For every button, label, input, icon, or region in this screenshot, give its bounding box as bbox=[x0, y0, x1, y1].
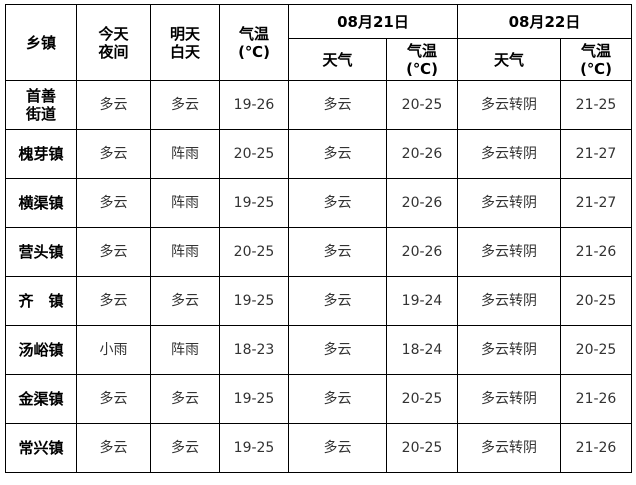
d2-temp-cell: 21-27 bbox=[560, 129, 632, 179]
header-day1-temp: 气温 (℃) bbox=[386, 38, 458, 81]
tonight-cell: 多云 bbox=[76, 374, 151, 424]
tonight-cell: 小雨 bbox=[76, 325, 151, 375]
d1-temp-cell: 19-24 bbox=[386, 276, 458, 326]
table-row: 金渠镇 多云 多云 19-25 多云 20-25 多云转阴 21-26 bbox=[5, 374, 632, 424]
d2-temp-cell: 21-27 bbox=[560, 178, 632, 228]
table-row: 横渠镇 多云 阵雨 19-25 多云 20-26 多云转阴 21-27 bbox=[5, 178, 632, 228]
tomorrow-cell: 多云 bbox=[150, 276, 220, 326]
tomorrow-cell: 多云 bbox=[150, 80, 220, 130]
d1-temp-cell: 20-26 bbox=[386, 227, 458, 277]
d2-weather-cell: 多云转阴 bbox=[457, 129, 561, 179]
d1-weather-cell: 多云 bbox=[288, 276, 387, 326]
d1-temp-cell: 18-24 bbox=[386, 325, 458, 375]
header-town: 乡镇 bbox=[5, 4, 77, 81]
d2-weather-cell: 多云转阴 bbox=[457, 80, 561, 130]
temp-cell: 18-23 bbox=[219, 325, 289, 375]
d2-temp-cell: 20-25 bbox=[560, 276, 632, 326]
table-row: 槐芽镇 多云 阵雨 20-25 多云 20-26 多云转阴 21-27 bbox=[5, 129, 632, 179]
temp-cell: 19-25 bbox=[219, 423, 289, 473]
d1-weather-cell: 多云 bbox=[288, 423, 387, 473]
table-row: 营头镇 多云 阵雨 20-25 多云 20-26 多云转阴 21-26 bbox=[5, 227, 632, 277]
tomorrow-cell: 阵雨 bbox=[150, 178, 220, 228]
header-tonight: 今天 夜间 bbox=[76, 4, 151, 81]
tonight-cell: 多云 bbox=[76, 423, 151, 473]
d2-temp-cell: 21-26 bbox=[560, 374, 632, 424]
d1-temp-cell: 20-25 bbox=[386, 80, 458, 130]
table-row: 齐 镇多云 多云 19-25 多云 19-24 多云转阴 20-25 bbox=[5, 276, 632, 326]
header-day1-date: 08月21日 bbox=[288, 4, 458, 39]
d1-weather-cell: 多云 bbox=[288, 178, 387, 228]
temp-cell: 20-25 bbox=[219, 227, 289, 277]
tomorrow-cell: 阵雨 bbox=[150, 129, 220, 179]
table-row: 常兴镇 多云 多云 19-25 多云 20-25 多云转阴 21-26 bbox=[5, 423, 632, 473]
d2-temp-cell: 21-26 bbox=[560, 227, 632, 277]
d1-temp-cell: 20-26 bbox=[386, 178, 458, 228]
header-day2-weather: 天气 bbox=[457, 38, 561, 81]
temp-cell: 19-25 bbox=[219, 374, 289, 424]
town-cell: 首善 街道 bbox=[5, 80, 77, 130]
d2-temp-cell: 20-25 bbox=[560, 325, 632, 375]
town-cell: 汤峪镇 bbox=[5, 325, 77, 375]
tomorrow-cell: 阵雨 bbox=[150, 325, 220, 375]
table-row: 汤峪镇 小雨 阵雨 18-23 多云 18-24 多云转阴 20-25 bbox=[5, 325, 632, 375]
table-row: 首善 街道 多云 多云 19-26 多云 20-25 多云转阴 21-25 bbox=[5, 80, 632, 130]
temp-cell: 20-25 bbox=[219, 129, 289, 179]
header-day1-weather: 天气 bbox=[288, 38, 387, 81]
d1-weather-cell: 多云 bbox=[288, 227, 387, 277]
tonight-cell: 多云 bbox=[76, 129, 151, 179]
d2-weather-cell: 多云转阴 bbox=[457, 227, 561, 277]
tomorrow-cell: 多云 bbox=[150, 374, 220, 424]
d1-temp-cell: 20-25 bbox=[386, 423, 458, 473]
header-day2-temp: 气温 (℃) bbox=[560, 38, 632, 81]
d2-weather-cell: 多云转阴 bbox=[457, 423, 561, 473]
d2-weather-cell: 多云转阴 bbox=[457, 325, 561, 375]
d2-weather-cell: 多云转阴 bbox=[457, 276, 561, 326]
tonight-cell: 多云 bbox=[76, 178, 151, 228]
temp-cell: 19-25 bbox=[219, 178, 289, 228]
temp-cell: 19-25 bbox=[219, 276, 289, 326]
town-cell: 营头镇 bbox=[5, 227, 77, 277]
d1-temp-cell: 20-26 bbox=[386, 129, 458, 179]
header-temp: 气温 (℃) bbox=[219, 4, 289, 81]
tonight-cell: 多云 bbox=[76, 276, 151, 326]
town-cell: 金渠镇 bbox=[5, 374, 77, 424]
town-cell: 齐 镇 bbox=[5, 276, 77, 326]
header-day2-date: 08月22日 bbox=[457, 4, 632, 39]
d2-weather-cell: 多云转阴 bbox=[457, 178, 561, 228]
header-tomorrow: 明天 白天 bbox=[150, 4, 220, 81]
d1-weather-cell: 多云 bbox=[288, 325, 387, 375]
d1-weather-cell: 多云 bbox=[288, 129, 387, 179]
town-cell: 横渠镇 bbox=[5, 178, 77, 228]
header-row-1: 乡镇 今天 夜间 明天 白天 气温 (℃) 08月21日 08月22日 bbox=[5, 4, 632, 81]
town-cell: 常兴镇 bbox=[5, 423, 77, 473]
header-row-2: 天气 气温 (℃) 天气 气温 (℃) bbox=[6, 38, 632, 81]
d2-temp-cell: 21-26 bbox=[560, 423, 632, 473]
tonight-cell: 多云 bbox=[76, 227, 151, 277]
d1-weather-cell: 多云 bbox=[288, 80, 387, 130]
tomorrow-cell: 多云 bbox=[150, 423, 220, 473]
tomorrow-cell: 阵雨 bbox=[150, 227, 220, 277]
d2-temp-cell: 21-25 bbox=[560, 80, 632, 130]
d2-weather-cell: 多云转阴 bbox=[457, 374, 561, 424]
town-cell: 槐芽镇 bbox=[5, 129, 77, 179]
temp-cell: 19-26 bbox=[219, 80, 289, 130]
tonight-cell: 多云 bbox=[76, 80, 151, 130]
weather-forecast-table: 乡镇 今天 夜间 明天 白天 气温 (℃) 08月21日 08月22日 天气 气温 (℃… bbox=[5, 4, 632, 473]
d1-weather-cell: 多云 bbox=[288, 374, 387, 424]
d1-temp-cell: 20-25 bbox=[386, 374, 458, 424]
